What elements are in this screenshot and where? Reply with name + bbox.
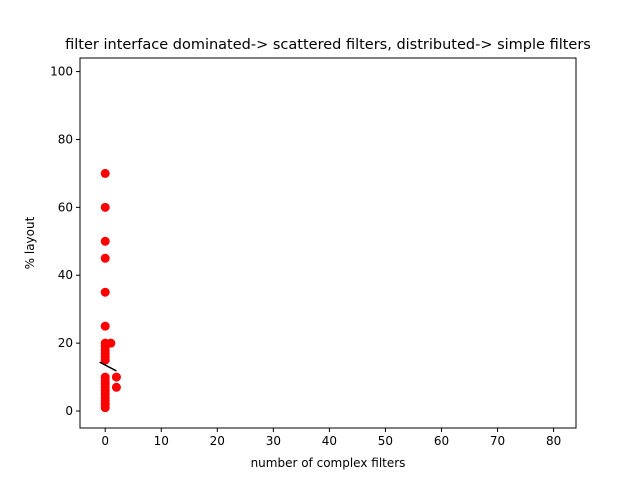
x-tick-label: 50 — [378, 434, 393, 448]
data-point — [100, 168, 110, 178]
x-tick-label: 70 — [490, 434, 505, 448]
x-axis-label: number of complex filters — [251, 456, 406, 470]
plot-area — [99, 168, 121, 413]
x-tick-label: 80 — [546, 434, 561, 448]
data-point — [100, 202, 110, 212]
x-tick-label: 10 — [154, 434, 169, 448]
x-tick-label: 40 — [322, 434, 337, 448]
data-point — [100, 355, 110, 365]
data-point — [100, 287, 110, 297]
y-tick-label: 40 — [58, 268, 73, 282]
y-tick-label: 80 — [58, 132, 73, 146]
data-point — [111, 382, 121, 392]
y-tick-label: 60 — [58, 200, 73, 214]
x-tick-label: 0 — [101, 434, 109, 448]
data-point — [100, 236, 110, 246]
chart-title: filter interface dominated-> scattered f… — [65, 37, 591, 53]
data-point — [111, 372, 121, 382]
data-point — [100, 321, 110, 331]
y-tick-label: 20 — [58, 336, 73, 350]
data-point — [100, 253, 110, 263]
data-point — [100, 403, 110, 413]
x-tick-label: 30 — [266, 434, 281, 448]
y-tick-label: 100 — [50, 65, 73, 79]
trend-line — [99, 361, 117, 372]
axes-frame — [79, 57, 577, 429]
y-axis-label: % layout — [23, 216, 37, 269]
x-tick-label: 60 — [434, 434, 449, 448]
y-tick-label: 0 — [65, 404, 73, 418]
x-tick-label: 20 — [210, 434, 225, 448]
